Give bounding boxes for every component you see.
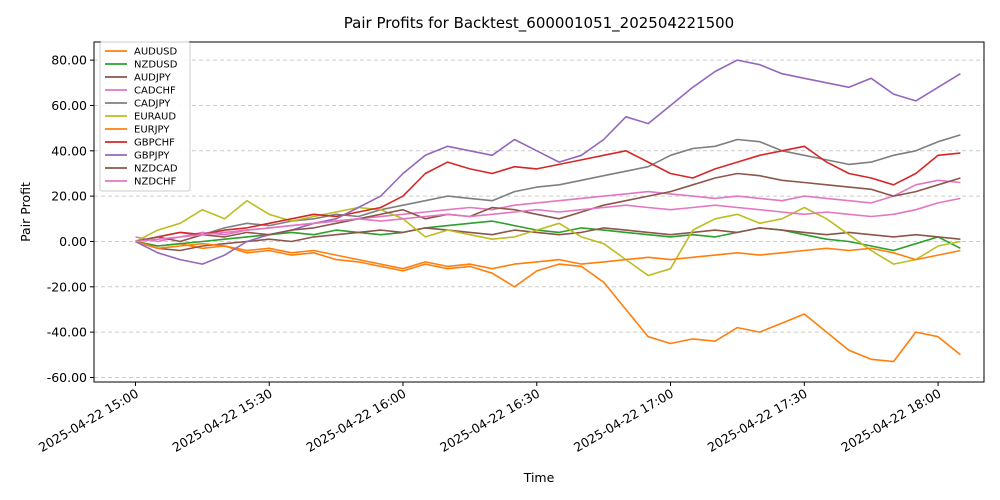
series-line-nzdcad	[135, 172, 961, 243]
x-axis-title: Time	[523, 470, 555, 485]
y-tick-label: 60.00	[51, 98, 87, 113]
legend-label: EURJPY	[134, 125, 170, 136]
y-axis-title: Pair Profit	[18, 182, 33, 242]
series-line-audjpy	[135, 227, 961, 252]
legend-label: AUDUSD	[134, 47, 178, 58]
x-tick-label: 2025-04-22 16:30	[437, 386, 542, 455]
legend-label: EURAUD	[134, 112, 176, 123]
x-tick-label: 2025-04-22 16:00	[303, 386, 408, 455]
x-tick-label: 2025-04-22 18:00	[839, 386, 944, 455]
y-tick-label: 40.00	[51, 143, 87, 158]
y-tick-label: 80.00	[51, 53, 87, 68]
legend-label: NZDUSD	[134, 60, 178, 71]
series-line-euraud	[135, 199, 961, 277]
legend-label: NZDCHF	[134, 177, 177, 188]
y-tick-label: -40.00	[47, 325, 87, 340]
chart-title: Pair Profits for Backtest_600001051_2025…	[344, 14, 734, 33]
x-tick-label: 2025-04-22 15:00	[36, 386, 141, 455]
x-tick-label: 2025-04-22 17:00	[571, 386, 676, 455]
series-lines	[135, 59, 961, 363]
legend-box	[99, 41, 191, 192]
y-tick-label: 0.00	[59, 234, 87, 249]
legend-label: CADJPY	[134, 99, 171, 110]
y-tick-label: -60.00	[47, 370, 87, 385]
legend: AUDUSD NZDUSD AUDJPY CADCHF CADJPY EURAUD EURJ…	[99, 41, 191, 192]
x-tick-label: 2025-04-22 15:30	[170, 386, 275, 455]
x-tick-label: 2025-04-22 17:30	[705, 386, 810, 455]
series-line-nzdchf	[135, 197, 961, 243]
y-grid	[94, 59, 984, 378]
series-line-eurjpy	[135, 240, 961, 270]
series-line-gbpchf	[135, 145, 961, 243]
series-line-audusd	[135, 240, 961, 363]
plot-frame	[93, 41, 985, 383]
y-tick-label: 20.00	[51, 189, 87, 204]
y-axis: -60.00 -40.00 -20.00 0.00 20.00 40.00 60.00 80.…	[47, 53, 94, 385]
y-tick-label: -20.00	[47, 279, 87, 294]
legend-label: AUDJPY	[134, 73, 172, 84]
legend-label: NZDCAD	[134, 164, 178, 175]
x-axis: 2025-04-22 15:00 2025-04-22 15:30 2025-04-…	[36, 382, 944, 455]
legend-label: CADCHF	[134, 86, 176, 97]
legend-label: GBPCHF	[134, 138, 175, 149]
legend-label: GBPJPY	[134, 151, 170, 162]
